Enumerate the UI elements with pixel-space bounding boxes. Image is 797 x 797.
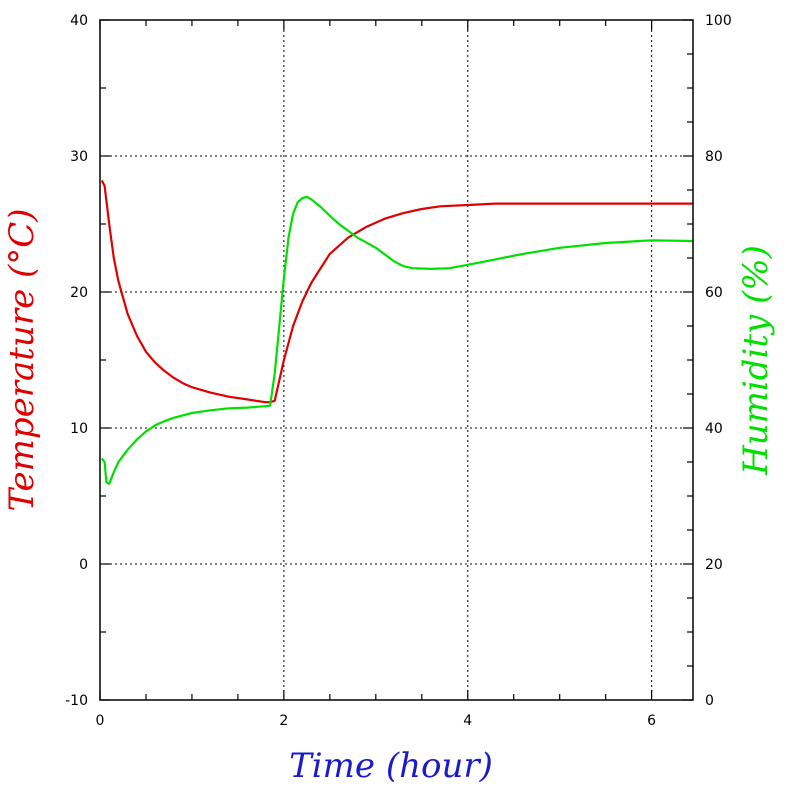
y-left-tick-label: 30 [70, 149, 88, 165]
y-left-tick-label: 40 [70, 13, 88, 29]
x-tick-label: 2 [279, 713, 288, 729]
axis-ticks: 0 2 4 6 -10 0 10 20 30 40 0 20 40 60 80 100 [65, 13, 732, 729]
x-axis-title: Time (hour) [289, 746, 493, 786]
y-right-tick-label: 0 [705, 693, 714, 709]
left-axis-title: Temperature (°C) [2, 208, 42, 511]
temperature-series-line [100, 179, 693, 404]
x-tick-label: 6 [647, 713, 656, 729]
y-right-tick-label: 60 [705, 285, 723, 301]
y-left-tick-label: 0 [79, 557, 88, 573]
y-right-tick-label: 20 [705, 557, 723, 573]
data-series [100, 179, 694, 485]
humidity-series-line [100, 195, 694, 485]
x-tick-label: 0 [96, 713, 105, 729]
y-left-tick-label: -10 [65, 693, 88, 709]
y-left-tick-label: 20 [70, 285, 88, 301]
y-right-tick-label: 80 [705, 149, 723, 165]
y-left-tick-label: 10 [70, 421, 88, 437]
x-tick-label: 4 [463, 713, 472, 729]
y-right-tick-label: 40 [705, 421, 723, 437]
plot-frame [99, 19, 694, 701]
grid-lines [100, 20, 693, 700]
right-axis-title: Humidity (%) [736, 245, 776, 476]
y-right-tick-label: 100 [705, 13, 732, 29]
